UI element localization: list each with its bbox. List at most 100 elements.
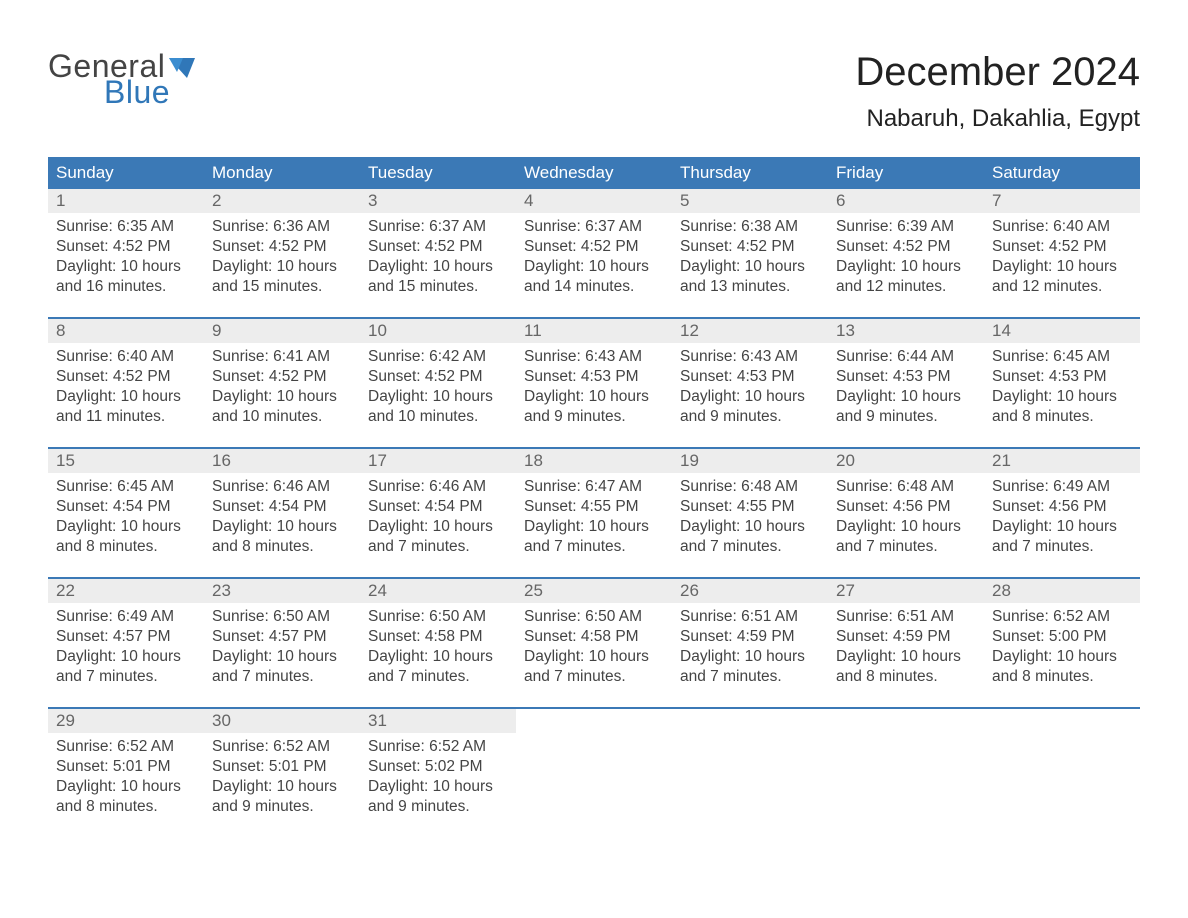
day-number: 20 bbox=[828, 449, 984, 473]
daylight-line: Daylight: 10 hours and 16 minutes. bbox=[56, 257, 196, 297]
day-body: Sunrise: 6:38 AMSunset: 4:52 PMDaylight:… bbox=[672, 213, 828, 310]
sunrise-line: Sunrise: 6:49 AM bbox=[992, 477, 1132, 497]
weekday-header: Friday bbox=[828, 157, 984, 189]
day-number: 25 bbox=[516, 579, 672, 603]
day-body: Sunrise: 6:46 AMSunset: 4:54 PMDaylight:… bbox=[204, 473, 360, 570]
day-cell: 25Sunrise: 6:50 AMSunset: 4:58 PMDayligh… bbox=[516, 579, 672, 707]
daylight-line: Daylight: 10 hours and 8 minutes. bbox=[992, 387, 1132, 427]
day-cell: 22Sunrise: 6:49 AMSunset: 4:57 PMDayligh… bbox=[48, 579, 204, 707]
daylight-line: Daylight: 10 hours and 8 minutes. bbox=[992, 647, 1132, 687]
sunrise-line: Sunrise: 6:51 AM bbox=[680, 607, 820, 627]
day-number: 11 bbox=[516, 319, 672, 343]
day-cell: 5Sunrise: 6:38 AMSunset: 4:52 PMDaylight… bbox=[672, 189, 828, 317]
sunrise-line: Sunrise: 6:52 AM bbox=[56, 737, 196, 757]
sunrise-line: Sunrise: 6:48 AM bbox=[680, 477, 820, 497]
day-body: Sunrise: 6:51 AMSunset: 4:59 PMDaylight:… bbox=[672, 603, 828, 700]
day-number: 31 bbox=[360, 709, 516, 733]
day-body: Sunrise: 6:50 AMSunset: 4:58 PMDaylight:… bbox=[360, 603, 516, 700]
day-body: Sunrise: 6:50 AMSunset: 4:57 PMDaylight:… bbox=[204, 603, 360, 700]
daylight-line: Daylight: 10 hours and 11 minutes. bbox=[56, 387, 196, 427]
daylight-line: Daylight: 10 hours and 8 minutes. bbox=[212, 517, 352, 557]
day-body: Sunrise: 6:44 AMSunset: 4:53 PMDaylight:… bbox=[828, 343, 984, 440]
daylight-line: Daylight: 10 hours and 8 minutes. bbox=[836, 647, 976, 687]
daylight-line: Daylight: 10 hours and 7 minutes. bbox=[680, 517, 820, 557]
sunrise-line: Sunrise: 6:45 AM bbox=[56, 477, 196, 497]
sunset-line: Sunset: 4:53 PM bbox=[992, 367, 1132, 387]
sunset-line: Sunset: 4:54 PM bbox=[56, 497, 196, 517]
day-body: Sunrise: 6:49 AMSunset: 4:56 PMDaylight:… bbox=[984, 473, 1140, 570]
sunrise-line: Sunrise: 6:52 AM bbox=[368, 737, 508, 757]
day-body: Sunrise: 6:52 AMSunset: 5:00 PMDaylight:… bbox=[984, 603, 1140, 700]
day-cell: 16Sunrise: 6:46 AMSunset: 4:54 PMDayligh… bbox=[204, 449, 360, 577]
day-body: Sunrise: 6:43 AMSunset: 4:53 PMDaylight:… bbox=[672, 343, 828, 440]
sunset-line: Sunset: 4:58 PM bbox=[524, 627, 664, 647]
day-number: 4 bbox=[516, 189, 672, 213]
daylight-line: Daylight: 10 hours and 7 minutes. bbox=[56, 647, 196, 687]
week-row: 1Sunrise: 6:35 AMSunset: 4:52 PMDaylight… bbox=[48, 189, 1140, 317]
sunset-line: Sunset: 4:52 PM bbox=[368, 367, 508, 387]
sunset-line: Sunset: 4:52 PM bbox=[368, 237, 508, 257]
sunrise-line: Sunrise: 6:51 AM bbox=[836, 607, 976, 627]
day-number: 26 bbox=[672, 579, 828, 603]
sunset-line: Sunset: 4:52 PM bbox=[992, 237, 1132, 257]
day-cell: 20Sunrise: 6:48 AMSunset: 4:56 PMDayligh… bbox=[828, 449, 984, 577]
week-row: 15Sunrise: 6:45 AMSunset: 4:54 PMDayligh… bbox=[48, 447, 1140, 577]
day-cell: 19Sunrise: 6:48 AMSunset: 4:55 PMDayligh… bbox=[672, 449, 828, 577]
weekday-header-row: SundayMondayTuesdayWednesdayThursdayFrid… bbox=[48, 157, 1140, 189]
day-number: 8 bbox=[48, 319, 204, 343]
weekday-header: Thursday bbox=[672, 157, 828, 189]
daylight-line: Daylight: 10 hours and 13 minutes. bbox=[680, 257, 820, 297]
sunset-line: Sunset: 4:54 PM bbox=[212, 497, 352, 517]
day-cell: 27Sunrise: 6:51 AMSunset: 4:59 PMDayligh… bbox=[828, 579, 984, 707]
day-cell: 2Sunrise: 6:36 AMSunset: 4:52 PMDaylight… bbox=[204, 189, 360, 317]
daylight-line: Daylight: 10 hours and 12 minutes. bbox=[992, 257, 1132, 297]
sunset-line: Sunset: 4:53 PM bbox=[524, 367, 664, 387]
day-cell: 12Sunrise: 6:43 AMSunset: 4:53 PMDayligh… bbox=[672, 319, 828, 447]
sunrise-line: Sunrise: 6:36 AM bbox=[212, 217, 352, 237]
weekday-header: Sunday bbox=[48, 157, 204, 189]
sunrise-line: Sunrise: 6:43 AM bbox=[524, 347, 664, 367]
sunrise-line: Sunrise: 6:48 AM bbox=[836, 477, 976, 497]
sunrise-line: Sunrise: 6:37 AM bbox=[524, 217, 664, 237]
flag-icon bbox=[169, 58, 195, 78]
sunset-line: Sunset: 4:59 PM bbox=[680, 627, 820, 647]
month-title: December 2024 bbox=[855, 50, 1140, 95]
sunset-line: Sunset: 5:00 PM bbox=[992, 627, 1132, 647]
day-number: 24 bbox=[360, 579, 516, 603]
daylight-line: Daylight: 10 hours and 12 minutes. bbox=[836, 257, 976, 297]
weekday-header: Wednesday bbox=[516, 157, 672, 189]
day-cell: . bbox=[828, 709, 984, 837]
day-cell: 31Sunrise: 6:52 AMSunset: 5:02 PMDayligh… bbox=[360, 709, 516, 837]
day-number: 19 bbox=[672, 449, 828, 473]
day-body: Sunrise: 6:37 AMSunset: 4:52 PMDaylight:… bbox=[360, 213, 516, 310]
logo-text-blue: Blue bbox=[104, 76, 195, 108]
day-cell: 17Sunrise: 6:46 AMSunset: 4:54 PMDayligh… bbox=[360, 449, 516, 577]
day-body: Sunrise: 6:39 AMSunset: 4:52 PMDaylight:… bbox=[828, 213, 984, 310]
day-number: 21 bbox=[984, 449, 1140, 473]
day-body: Sunrise: 6:52 AMSunset: 5:02 PMDaylight:… bbox=[360, 733, 516, 830]
day-number: 27 bbox=[828, 579, 984, 603]
sunrise-line: Sunrise: 6:46 AM bbox=[212, 477, 352, 497]
day-cell: 23Sunrise: 6:50 AMSunset: 4:57 PMDayligh… bbox=[204, 579, 360, 707]
daylight-line: Daylight: 10 hours and 14 minutes. bbox=[524, 257, 664, 297]
sunset-line: Sunset: 4:54 PM bbox=[368, 497, 508, 517]
daylight-line: Daylight: 10 hours and 7 minutes. bbox=[368, 517, 508, 557]
weekday-header: Saturday bbox=[984, 157, 1140, 189]
sunset-line: Sunset: 4:58 PM bbox=[368, 627, 508, 647]
sunrise-line: Sunrise: 6:43 AM bbox=[680, 347, 820, 367]
sunrise-line: Sunrise: 6:38 AM bbox=[680, 217, 820, 237]
day-body: Sunrise: 6:46 AMSunset: 4:54 PMDaylight:… bbox=[360, 473, 516, 570]
daylight-line: Daylight: 10 hours and 7 minutes. bbox=[212, 647, 352, 687]
logo: General Blue bbox=[48, 50, 195, 108]
daylight-line: Daylight: 10 hours and 9 minutes. bbox=[836, 387, 976, 427]
calendar: SundayMondayTuesdayWednesdayThursdayFrid… bbox=[48, 157, 1140, 837]
daylight-line: Daylight: 10 hours and 10 minutes. bbox=[212, 387, 352, 427]
sunset-line: Sunset: 5:01 PM bbox=[212, 757, 352, 777]
location-subtitle: Nabaruh, Dakahlia, Egypt bbox=[855, 105, 1140, 133]
sunrise-line: Sunrise: 6:44 AM bbox=[836, 347, 976, 367]
day-number: 29 bbox=[48, 709, 204, 733]
sunset-line: Sunset: 5:02 PM bbox=[368, 757, 508, 777]
day-cell: . bbox=[984, 709, 1140, 837]
sunset-line: Sunset: 4:52 PM bbox=[524, 237, 664, 257]
daylight-line: Daylight: 10 hours and 7 minutes. bbox=[368, 647, 508, 687]
